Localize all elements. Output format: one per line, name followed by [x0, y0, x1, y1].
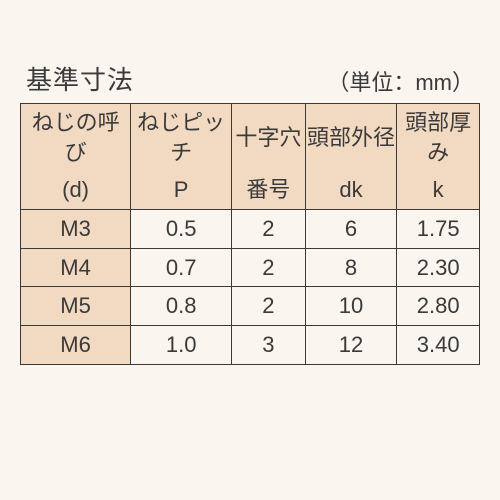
cell: 0.5	[131, 210, 232, 249]
table-row: M3 0.5 2 6 1.75	[21, 210, 480, 249]
spec-table: ねじの呼び ねじピッチ 十字穴 頭部外径 頭部厚み (d) P 番号 dk k …	[20, 103, 480, 365]
unit-label: （単位：mm）	[327, 65, 474, 97]
cell: 3	[232, 326, 305, 365]
cell: 2	[232, 210, 305, 249]
table-row: M4 0.7 2 8 2.30	[21, 248, 480, 287]
page: 基準寸法 （単位：mm） ねじの呼び ねじピッチ 十字穴 頭部外径 頭部厚み (…	[0, 0, 500, 365]
col-header-bot: dk	[305, 171, 397, 209]
cell: 2	[232, 287, 305, 326]
row-label: M4	[21, 248, 131, 287]
col-header-bot: P	[131, 171, 232, 209]
cell: 10	[305, 287, 397, 326]
col-header-top: 頭部外径	[305, 104, 397, 172]
row-label: M6	[21, 326, 131, 365]
cell: 1.75	[397, 210, 480, 249]
cell: 1.0	[131, 326, 232, 365]
header-row: 基準寸法 （単位：mm）	[20, 60, 480, 97]
table-row: M6 1.0 3 12 3.40	[21, 326, 480, 365]
cell: 3.40	[397, 326, 480, 365]
table-body: M3 0.5 2 6 1.75 M4 0.7 2 8 2.30 M5 0.8 2…	[21, 210, 480, 365]
col-header-top: ねじの呼び	[21, 104, 131, 172]
cell: 8	[305, 248, 397, 287]
row-label: M5	[21, 287, 131, 326]
row-label: M3	[21, 210, 131, 249]
cell: 0.8	[131, 287, 232, 326]
cell: 2.80	[397, 287, 480, 326]
col-header-top: 十字穴	[232, 104, 305, 172]
table-header-top: ねじの呼び ねじピッチ 十字穴 頭部外径 頭部厚み	[21, 104, 480, 172]
cell: 2.30	[397, 248, 480, 287]
cell: 12	[305, 326, 397, 365]
cell: 6	[305, 210, 397, 249]
cell: 0.7	[131, 248, 232, 287]
col-header-bot: 番号	[232, 171, 305, 209]
page-title: 基準寸法	[26, 60, 134, 97]
col-header-top: ねじピッチ	[131, 104, 232, 172]
col-header-top: 頭部厚み	[397, 104, 480, 172]
col-header-bot: k	[397, 171, 480, 209]
cell: 2	[232, 248, 305, 287]
table-row: M5 0.8 2 10 2.80	[21, 287, 480, 326]
col-header-bot: (d)	[21, 171, 131, 209]
table-header-bot: (d) P 番号 dk k	[21, 171, 480, 209]
